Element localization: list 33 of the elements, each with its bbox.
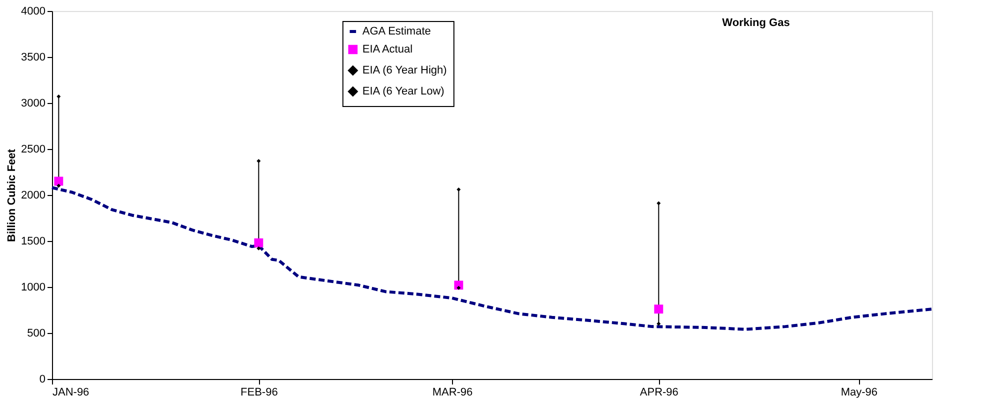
point	[56, 184, 61, 188]
y-tick-label: 0	[39, 374, 46, 386]
point	[656, 201, 661, 206]
legend-label: AGA Estimate	[362, 26, 431, 38]
x-tick-label: MAR-96	[432, 386, 473, 398]
point	[256, 246, 261, 250]
legend-label: EIA (6 Year High)	[362, 64, 447, 76]
y-tick-label: 1000	[21, 282, 46, 294]
legend-label: EIA Actual	[362, 44, 413, 56]
point	[454, 280, 464, 290]
point	[656, 322, 661, 326]
legend-label: EIA (6 Year Low)	[362, 86, 444, 98]
y-axis-title: Billion Cubic Feet	[6, 148, 18, 242]
text: Working Gas	[722, 17, 790, 29]
y-tick-label: 4000	[21, 6, 46, 18]
x-tick-label: APR-96	[640, 386, 678, 398]
point	[654, 304, 664, 314]
point	[456, 286, 461, 290]
y-tick-label: 1500	[21, 236, 46, 248]
y-tick-label: 2000	[21, 190, 46, 202]
point	[254, 238, 264, 248]
point	[456, 187, 461, 192]
x-tick-label: JAN-96	[52, 386, 90, 398]
y-tick-label: 2500	[21, 144, 46, 156]
x-tick-label: FEB-96	[240, 386, 278, 398]
y-tick-label: 3500	[21, 52, 46, 64]
point	[256, 158, 261, 163]
point	[56, 94, 61, 99]
y-tick-label: 500	[27, 328, 46, 340]
x-tick-label: May-96	[840, 386, 878, 398]
line-series	[50, 186, 934, 331]
y-tick-label: 3000	[21, 98, 46, 110]
point	[54, 176, 64, 186]
